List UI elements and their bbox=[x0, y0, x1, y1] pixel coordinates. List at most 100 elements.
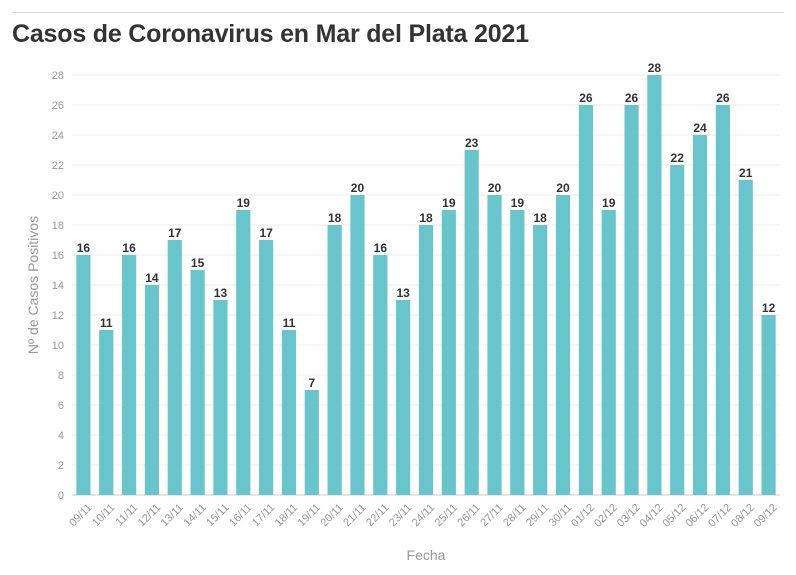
x-tick-label: 24/11 bbox=[410, 502, 437, 529]
x-tick-label: 15/11 bbox=[204, 502, 231, 529]
bar-value-label: 19 bbox=[511, 196, 525, 210]
x-tick-label: 22/11 bbox=[364, 502, 391, 529]
bar-09-11[interactable] bbox=[76, 255, 91, 495]
x-tick-label: 08/12 bbox=[729, 502, 757, 530]
x-axis-ticks: 09/1110/1111/1112/1113/1114/1115/1116/11… bbox=[67, 502, 780, 530]
bar-19-11[interactable] bbox=[304, 390, 319, 495]
bar-value-label: 12 bbox=[762, 301, 776, 315]
y-tick-label: 2 bbox=[58, 460, 64, 472]
x-tick-label: 30/11 bbox=[547, 502, 574, 529]
top-divider bbox=[12, 12, 784, 13]
bar-value-label: 18 bbox=[328, 211, 342, 225]
bar-30-11[interactable] bbox=[555, 195, 571, 495]
x-tick-label: 19/11 bbox=[296, 502, 323, 529]
bar-22-11[interactable] bbox=[373, 255, 388, 495]
x-tick-label: 28/11 bbox=[501, 502, 528, 529]
y-tick-label: 20 bbox=[52, 190, 64, 202]
bar-value-label: 19 bbox=[237, 196, 251, 210]
bar-value-label: 13 bbox=[396, 286, 410, 300]
y-tick-label: 18 bbox=[52, 220, 64, 232]
y-tick-label: 0 bbox=[58, 490, 64, 502]
y-tick-label: 6 bbox=[58, 400, 64, 412]
bar-21-11[interactable] bbox=[350, 195, 365, 495]
bar-06-12[interactable] bbox=[692, 135, 708, 495]
bar-15-11[interactable] bbox=[213, 300, 228, 495]
bar-02-12[interactable] bbox=[601, 210, 616, 495]
x-tick-label: 06/12 bbox=[683, 502, 711, 530]
bar-23-11[interactable] bbox=[396, 300, 411, 495]
bar-01-12[interactable] bbox=[578, 105, 593, 495]
bar-12-11[interactable] bbox=[144, 285, 160, 495]
bar-10-11[interactable] bbox=[99, 330, 114, 495]
bar-value-label: 16 bbox=[374, 241, 388, 255]
chart-title: Casos de Coronavirus en Mar del Plata 20… bbox=[12, 20, 529, 48]
bar-value-label: 16 bbox=[77, 241, 91, 255]
x-tick-label: 13/11 bbox=[159, 502, 186, 529]
x-tick-label: 07/12 bbox=[706, 502, 734, 530]
bar-17-11[interactable] bbox=[259, 240, 274, 495]
x-tick-label: 01/12 bbox=[569, 502, 597, 530]
bar-11-11[interactable] bbox=[122, 255, 137, 495]
bar-27-11[interactable] bbox=[487, 195, 502, 495]
bar-26-11[interactable] bbox=[464, 150, 479, 495]
y-tick-label: 24 bbox=[52, 130, 64, 142]
bar-value-label: 17 bbox=[259, 226, 273, 240]
bar-20-11[interactable] bbox=[327, 225, 342, 495]
bar-value-label: 17 bbox=[168, 226, 182, 240]
bar-value-label: 22 bbox=[671, 151, 685, 165]
bar-13-11[interactable] bbox=[167, 240, 182, 495]
bar-08-12[interactable] bbox=[738, 180, 753, 495]
x-tick-label: 21/11 bbox=[341, 502, 368, 529]
x-tick-label: 25/11 bbox=[433, 502, 460, 529]
x-tick-label: 20/11 bbox=[318, 502, 345, 529]
x-tick-label: 16/11 bbox=[227, 502, 254, 529]
bar-03-12[interactable] bbox=[624, 105, 639, 495]
bar-value-label: 7 bbox=[308, 376, 315, 390]
x-tick-label: 12/11 bbox=[136, 502, 163, 529]
bar-09-12[interactable] bbox=[761, 315, 776, 495]
bar-value-label: 20 bbox=[488, 181, 502, 195]
bar-value-label: 26 bbox=[579, 91, 593, 105]
bar-14-11[interactable] bbox=[190, 270, 205, 495]
bar-value-label: 26 bbox=[625, 91, 639, 105]
y-axis-title: Nº de Casos Positivos bbox=[25, 216, 41, 354]
bar-value-label: 24 bbox=[693, 121, 707, 135]
bar-24-11[interactable] bbox=[418, 225, 434, 495]
bar-value-label: 16 bbox=[122, 241, 136, 255]
bar-value-label: 13 bbox=[214, 286, 228, 300]
bar-value-label: 15 bbox=[191, 256, 205, 270]
x-axis-title: Fecha bbox=[407, 547, 446, 563]
bars bbox=[76, 75, 776, 495]
y-tick-label: 28 bbox=[52, 70, 64, 82]
bar-value-label: 14 bbox=[145, 271, 159, 285]
bar-25-11[interactable] bbox=[441, 210, 456, 495]
bar-value-label: 19 bbox=[442, 196, 456, 210]
y-tick-label: 12 bbox=[52, 310, 64, 322]
x-tick-label: 10/11 bbox=[90, 502, 117, 529]
bar-05-12[interactable] bbox=[670, 165, 685, 495]
x-tick-label: 11/11 bbox=[114, 502, 141, 529]
bar-28-11[interactable] bbox=[510, 210, 525, 495]
y-tick-label: 14 bbox=[52, 280, 64, 292]
bar-value-label: 20 bbox=[351, 181, 365, 195]
y-tick-label: 26 bbox=[52, 100, 64, 112]
bar-value-labels: 16 11 16 14 17 15 13 19 17 11 7 18 20 16 13 18 19 23 20 19 1… bbox=[77, 61, 776, 390]
bar-value-label: 23 bbox=[465, 136, 479, 150]
x-tick-label: 26/11 bbox=[456, 502, 483, 529]
bar-04-12[interactable] bbox=[647, 75, 662, 495]
bar-16-11[interactable] bbox=[236, 210, 251, 495]
x-tick-label: 04/12 bbox=[638, 502, 666, 530]
bar-18-11[interactable] bbox=[281, 330, 297, 495]
bar-29-11[interactable] bbox=[533, 225, 548, 495]
x-tick-label: 29/11 bbox=[524, 502, 551, 529]
y-tick-label: 16 bbox=[52, 250, 64, 262]
bar-value-label: 11 bbox=[100, 316, 113, 330]
x-tick-label: 23/11 bbox=[387, 502, 414, 529]
x-tick-label: 09/12 bbox=[752, 502, 780, 530]
y-tick-label: 22 bbox=[52, 160, 64, 172]
y-tick-label: 8 bbox=[58, 370, 64, 382]
bar-07-12[interactable] bbox=[715, 105, 730, 495]
bar-value-label: 11 bbox=[283, 316, 296, 330]
